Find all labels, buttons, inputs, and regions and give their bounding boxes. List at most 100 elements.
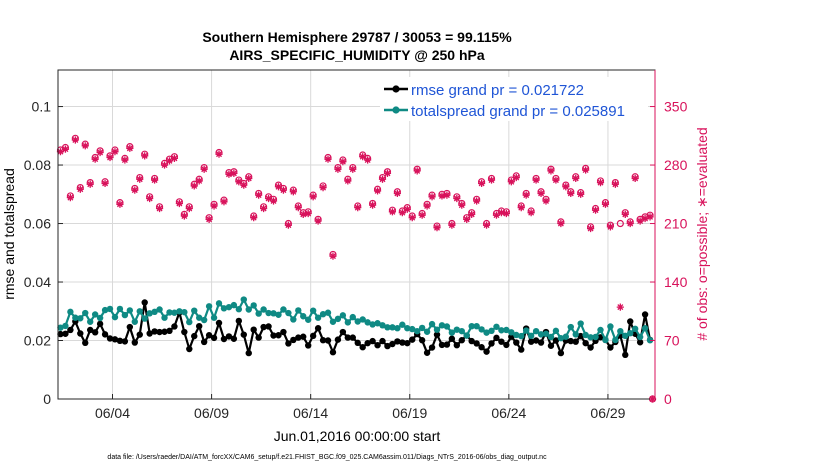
totalspread-point xyxy=(433,326,441,333)
totalspread-point xyxy=(423,328,431,335)
totalspread-point xyxy=(339,312,347,319)
totalspread-point xyxy=(186,318,193,326)
obs-evaluated-point xyxy=(304,209,312,218)
obs-evaluated-point xyxy=(582,166,590,174)
y-tick-label: 0.08 xyxy=(24,157,51,173)
totalspread-point xyxy=(171,309,178,316)
totalspread-point xyxy=(607,323,614,330)
legend-label-rmse: rmse grand pr = 0.021722 xyxy=(411,82,584,99)
rmse-point xyxy=(344,334,352,341)
totalspread-point xyxy=(121,311,129,319)
rmse-point xyxy=(329,349,337,356)
rmse-point xyxy=(384,342,391,350)
rmse-point xyxy=(314,325,322,332)
totalspread-point xyxy=(532,327,540,335)
totalspread-point xyxy=(87,318,94,325)
totalspread-point xyxy=(513,331,520,339)
obs-evaluated-point xyxy=(141,152,149,160)
rmse-point xyxy=(181,328,188,336)
obs-evaluated-point xyxy=(388,208,397,216)
y2-tick-label: 350 xyxy=(664,99,688,115)
obs-evaluated-point xyxy=(86,180,94,188)
rmse-point xyxy=(166,327,173,335)
rmse-point xyxy=(131,339,138,346)
totalspread-point xyxy=(612,336,619,344)
obs-evaluated-point xyxy=(552,176,560,184)
obs-evaluated-point xyxy=(274,183,283,191)
rmse-point xyxy=(518,346,525,353)
totalspread-point xyxy=(131,318,138,325)
rmse-point xyxy=(433,331,441,338)
totalspread-point xyxy=(587,334,594,341)
rmse-point xyxy=(106,335,114,342)
totalspread-point xyxy=(413,327,421,335)
rmse-point xyxy=(295,334,302,341)
obs-evaluated-point xyxy=(106,153,114,162)
rmse-point xyxy=(552,337,560,344)
rmse-point xyxy=(349,334,356,341)
rmse-point xyxy=(225,333,233,340)
rmse-point xyxy=(339,328,347,336)
totalspread-point xyxy=(230,301,238,309)
obs-evaluated-point xyxy=(111,148,119,156)
totalspread-point xyxy=(126,307,134,314)
totalspread-point xyxy=(478,326,485,333)
totalspread-point xyxy=(577,320,584,327)
obs-evaluated-point xyxy=(433,224,441,232)
x-tick-label: 06/14 xyxy=(293,405,328,421)
rmse-point xyxy=(136,331,143,338)
rmse-point xyxy=(622,351,629,359)
totalspread-point xyxy=(597,326,604,334)
totalspread-point xyxy=(522,327,530,334)
obs-evaluated-point xyxy=(101,179,109,188)
totalspread-point xyxy=(399,321,406,328)
obs-evaluated-point xyxy=(314,217,322,225)
totalspread-point xyxy=(458,327,465,335)
obs-evaluated-point xyxy=(151,176,159,184)
x-tick-label: 06/29 xyxy=(590,405,625,421)
x-tick-label: 06/09 xyxy=(194,405,229,421)
obs-evaluated-point xyxy=(378,175,387,183)
obs-evaluated-point xyxy=(458,201,466,209)
x-tick-label: 06/04 xyxy=(95,405,130,421)
rmse-point xyxy=(508,333,515,340)
x-axis-label: Jun.01,2016 00:00:00 start xyxy=(274,428,441,444)
rmse-point xyxy=(399,339,406,346)
rmse-point xyxy=(537,339,545,346)
obs-evaluated-point xyxy=(586,224,595,233)
obs-evaluated-point xyxy=(512,173,520,182)
rmse-point xyxy=(151,328,158,335)
axes: 06/04 06/09 06/14 06/19 06/24 06/29 0 0.02 0.04 0… xyxy=(24,70,688,421)
obs-evaluated-point xyxy=(61,145,70,153)
totalspread-point xyxy=(215,300,223,307)
obs-evaluated-point xyxy=(235,178,243,186)
totalspread-point xyxy=(527,332,535,340)
obs-evaluated-point xyxy=(403,205,411,213)
rmse-point xyxy=(572,338,579,345)
obs-evaluated-point xyxy=(477,179,486,188)
obs-evaluated-point xyxy=(413,167,421,175)
obs-evaluated-point xyxy=(383,169,392,177)
rmse-point xyxy=(96,320,104,328)
rmse-point xyxy=(309,332,317,340)
obs-evaluated-point xyxy=(195,177,203,185)
rmse-point xyxy=(498,338,505,345)
totalspread-point xyxy=(280,306,287,313)
totalspread-point xyxy=(57,324,64,331)
totalspread-point xyxy=(329,318,337,325)
obs-evaluated-point xyxy=(299,210,307,218)
totalspread-point xyxy=(636,333,644,341)
legend-label-spread: totalspread grand pr = 0.025891 xyxy=(411,103,625,120)
totalspread-point xyxy=(641,325,649,332)
obs-evaluated-point xyxy=(250,214,258,222)
obs-evaluated-point xyxy=(562,183,570,191)
chart-title: Southern Hemisphere 29787 / 30053 = 99.1… xyxy=(202,29,512,45)
y-tick-label: 0 xyxy=(43,391,51,407)
totalspread-point xyxy=(106,305,114,313)
obs-evaluated-point xyxy=(517,204,525,212)
totalspread-point xyxy=(156,306,163,313)
rmse-point xyxy=(354,339,361,347)
obs-evaluated-point xyxy=(344,177,352,185)
rmse-point xyxy=(205,332,213,339)
